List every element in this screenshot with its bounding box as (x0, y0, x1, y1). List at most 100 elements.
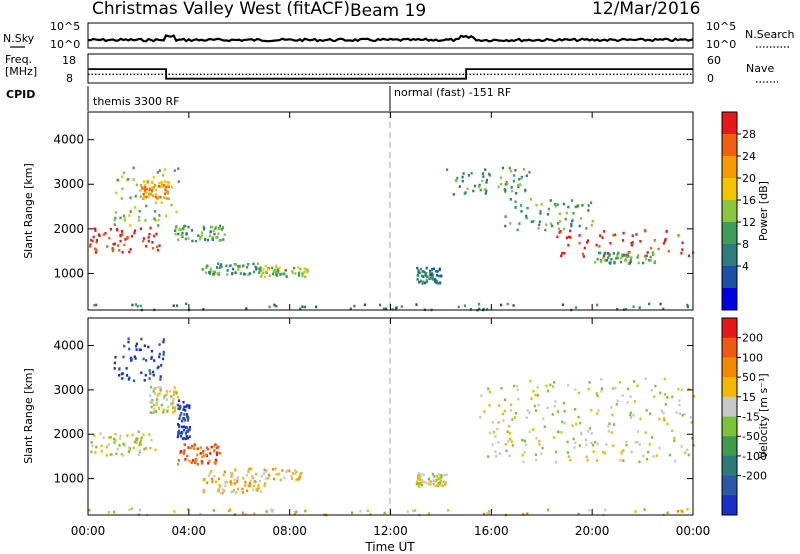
range-time-cell (378, 303, 382, 307)
range-time-cell (517, 185, 520, 188)
range-time-cell (171, 185, 174, 189)
range-time-cell (627, 254, 630, 258)
range-time-cell (246, 266, 249, 269)
range-time-cell (212, 270, 215, 273)
range-time-cell (417, 274, 420, 278)
range-time-cell (220, 228, 223, 231)
range-time-cell (194, 239, 197, 243)
range-time-cell (659, 302, 662, 306)
range-time-cell (204, 271, 208, 274)
range-time-cell (143, 379, 146, 382)
range-time-cell (121, 187, 124, 191)
range-time-cell (603, 451, 606, 455)
range-time-cell (298, 476, 301, 479)
range-time-cell (148, 377, 151, 380)
range-time-cell (160, 364, 163, 367)
range-time-cell (121, 454, 125, 457)
range-time-cell (438, 281, 441, 285)
range-time-cell (157, 195, 160, 199)
range-time-cell (574, 408, 577, 411)
range-time-cell (497, 440, 500, 444)
range-time-cell (162, 396, 166, 400)
colorbar-tick-label: -50 (742, 430, 760, 443)
range-time-cell (126, 237, 129, 240)
range-time-cell (414, 509, 417, 512)
range-time-cell (432, 274, 435, 277)
range-time-cell (156, 394, 159, 398)
range-time-cell (159, 378, 162, 381)
range-time-cell (659, 391, 662, 395)
range-time-cell (95, 303, 98, 307)
range-time-cell (481, 179, 484, 183)
range-time-cell (625, 256, 628, 259)
range-time-cell (432, 267, 435, 271)
range-time-cell (590, 201, 593, 204)
range-time-cell (648, 302, 651, 306)
range-time-cell (644, 431, 647, 434)
range-time-cell (630, 241, 633, 245)
range-time-cell (260, 273, 264, 276)
range-time-cell (203, 238, 207, 241)
range-time-cell (627, 387, 630, 391)
range-time-cell (299, 472, 302, 475)
range-time-cell (496, 427, 499, 431)
range-time-cell (158, 355, 161, 359)
range-time-cell (664, 237, 667, 241)
freq-panel: Freq. [MHz] 18 8 60 0 Nave (5, 53, 778, 85)
range-time-cell (242, 476, 245, 480)
range-time-cell (115, 191, 118, 195)
range-time-cell (428, 274, 431, 277)
range-time-cell (250, 467, 253, 471)
range-time-cell (209, 230, 212, 234)
range-time-cell (186, 419, 190, 422)
range-time-cell (433, 475, 436, 478)
range-time-cell (561, 420, 564, 424)
range-time-cell (500, 386, 503, 390)
range-time-cell (226, 269, 229, 272)
range-time-cell (681, 413, 684, 417)
range-time-cell (121, 251, 124, 254)
colorbar-swatch (722, 416, 737, 437)
range-time-cell (229, 471, 232, 475)
range-time-cell (585, 443, 588, 446)
range-time-cell (291, 271, 294, 275)
range-time-cell (186, 508, 189, 511)
range-time-cell (638, 306, 641, 309)
range-time-cell (632, 380, 636, 383)
range-time-cell (229, 480, 232, 484)
range-time-cell (551, 413, 554, 416)
range-time-cell (547, 207, 550, 211)
range-time-cell (137, 453, 140, 457)
range-time-cell (271, 468, 275, 471)
range-time-cell (534, 409, 538, 412)
range-time-cell (157, 224, 160, 227)
freq-tick-bottom: 8 (66, 72, 73, 85)
range-time-cell (113, 367, 116, 370)
range-time-cell (152, 411, 155, 414)
range-time-cell (183, 449, 186, 452)
range-time-cell (259, 269, 262, 272)
range-time-cell (497, 421, 500, 424)
range-time-cell (157, 185, 160, 188)
range-time-cell (423, 480, 426, 484)
range-tick-label: 1000 (53, 266, 84, 280)
range-time-cell (202, 451, 205, 455)
range-time-cell (444, 482, 447, 486)
range-time-cell (163, 196, 166, 199)
range-time-cell (605, 259, 608, 262)
range-time-cell (613, 260, 616, 264)
range-time-cell (235, 490, 238, 494)
range-time-cell (625, 443, 628, 447)
colorbar-tick-label: 28 (742, 128, 756, 141)
range-time-cell (621, 449, 624, 453)
range-time-cell (624, 308, 628, 311)
range-time-cell (153, 359, 156, 362)
range-time-cell (595, 243, 598, 247)
range-time-cell (142, 433, 145, 436)
range-time-cell (259, 479, 262, 483)
range-time-cell (182, 452, 185, 455)
range-time-cell (150, 189, 153, 192)
range-time-cell (542, 417, 545, 421)
range-time-cell (484, 168, 487, 171)
range-time-cell (295, 510, 298, 514)
